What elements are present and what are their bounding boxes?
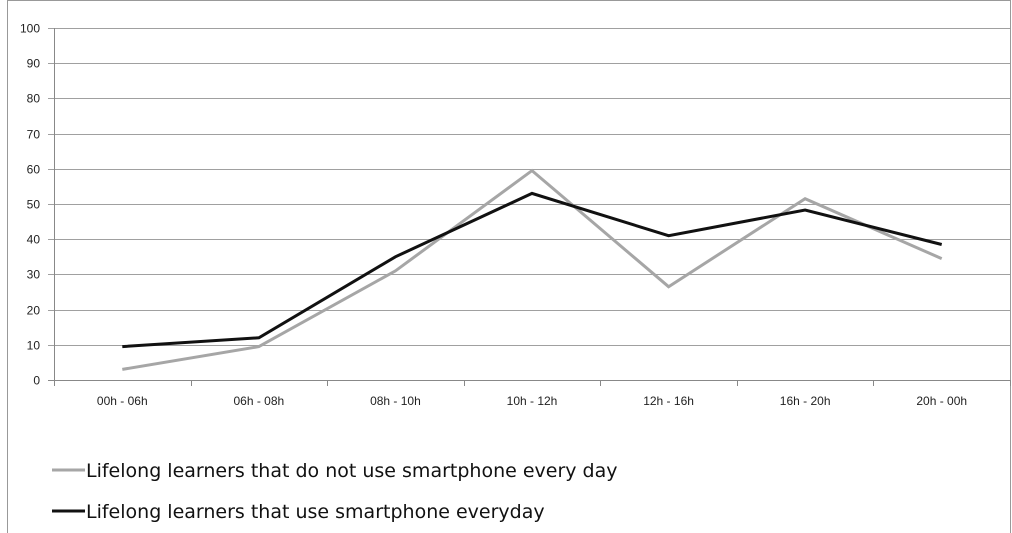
legend: Lifelong learners that do not use smartp… [52,460,618,523]
y-axis: 0 10 20 30 40 50 60 70 80 90 100 [20,22,55,388]
y-tick-label: 40 [27,233,41,247]
legend-label: Lifelong learners that use smartphone ev… [86,501,545,523]
series-line-1 [122,168,943,371]
x-axis: 00h - 06h 06h - 08h 08h - 10h 10h - 12h 12h … [54,380,1011,408]
y-tick-label: 60 [27,163,41,177]
x-tick-label: 00h - 06h [97,394,148,408]
legend-label: Lifelong learners that do not use smartp… [86,460,618,482]
gridlines [48,28,1010,381]
y-tick-label: 30 [27,268,41,282]
y-tick-label: 100 [20,22,40,36]
chart-frame [7,0,1011,533]
series-line-2 [122,191,943,349]
x-tick-label: 12h - 16h [643,394,694,408]
y-tick-label: 90 [27,57,41,71]
x-tick-label: 08h - 10h [370,394,421,408]
x-tick-label: 10h - 12h [507,394,558,408]
y-tick-label: 10 [27,339,41,353]
y-tick-label: 20 [27,304,41,318]
y-tick-label: 70 [27,128,41,142]
y-tick-label: 80 [27,92,41,106]
x-tick-label: 16h - 20h [780,394,831,408]
x-tick-label: 06h - 08h [233,394,284,408]
y-tick-label: 50 [27,198,41,212]
series-lines [122,168,943,371]
x-tick-label: 20h - 00h [916,394,967,408]
y-tick-label: 0 [33,374,40,388]
